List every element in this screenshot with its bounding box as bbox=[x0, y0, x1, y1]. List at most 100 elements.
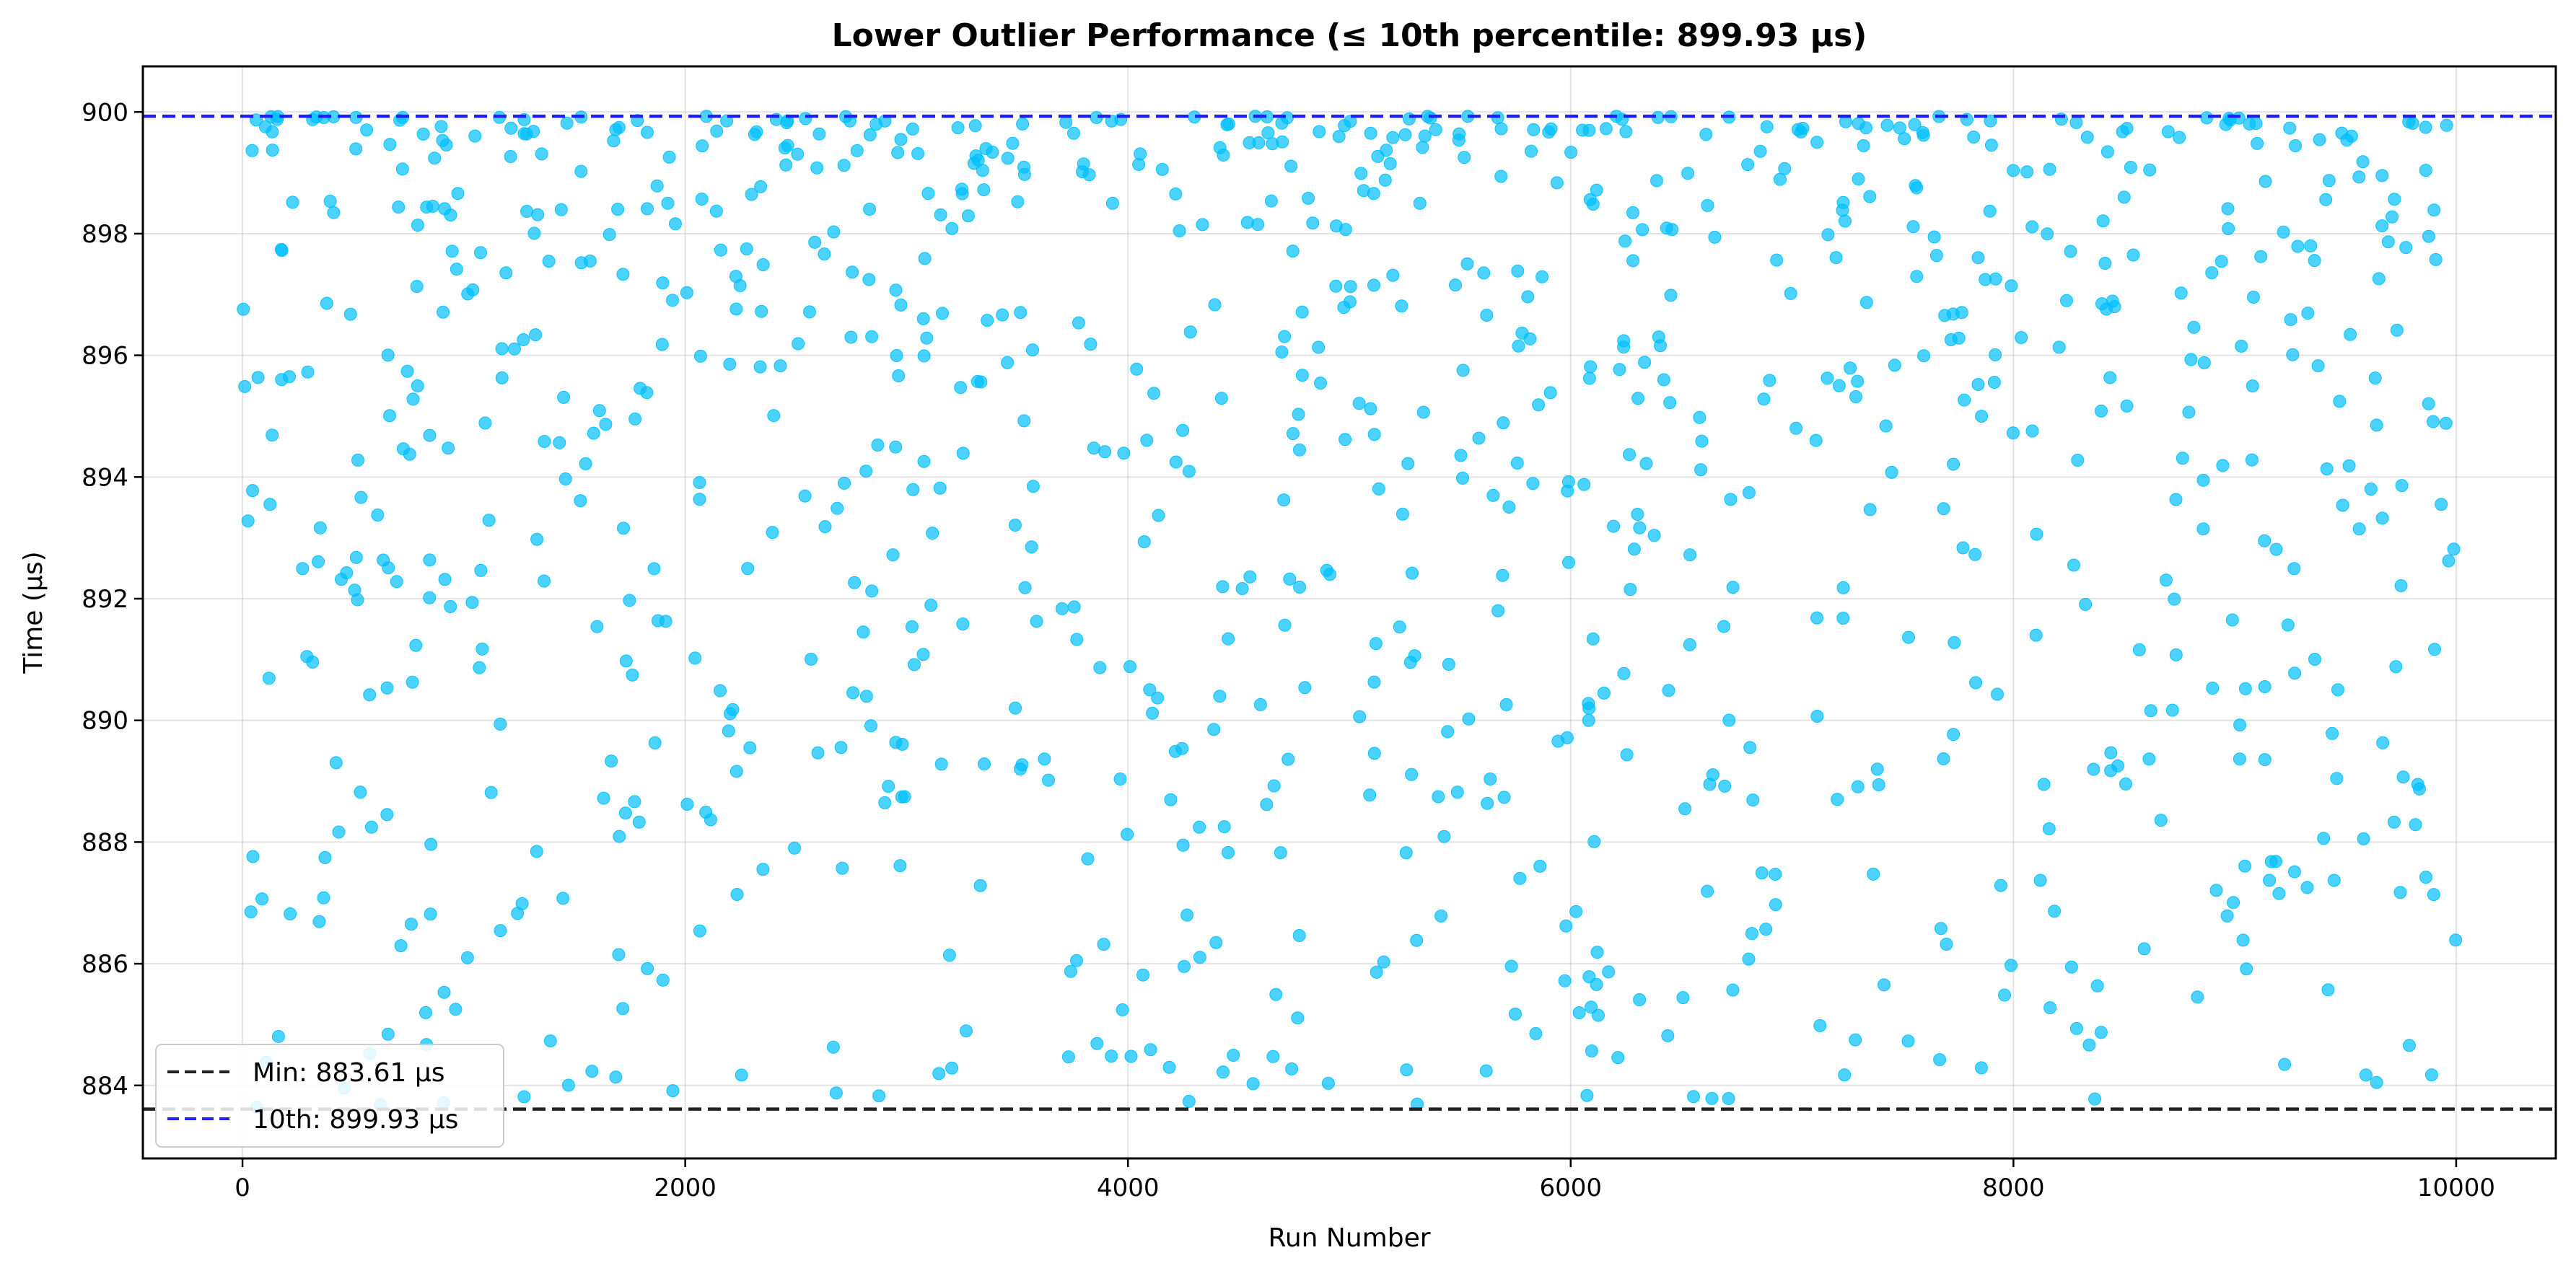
scatter-point bbox=[1378, 173, 1392, 187]
scatter-point bbox=[1479, 1064, 1493, 1078]
scatter-point bbox=[811, 746, 825, 760]
scatter-point bbox=[1726, 983, 1740, 997]
scatter-point bbox=[2336, 498, 2349, 512]
scatter-point bbox=[1870, 762, 1884, 776]
scatter-point bbox=[2225, 613, 2239, 627]
scatter-point bbox=[1717, 620, 1730, 633]
scatter-point bbox=[1213, 141, 1227, 154]
scatter-point bbox=[1902, 630, 1915, 644]
scatter-point bbox=[1293, 581, 1307, 594]
scatter-point bbox=[836, 861, 849, 875]
scatter-point bbox=[499, 266, 513, 280]
scatter-point bbox=[1511, 264, 1525, 278]
scatter-point bbox=[2029, 628, 2043, 642]
scatter-point bbox=[1491, 604, 1505, 617]
scatter-point bbox=[343, 307, 357, 321]
scatter-point bbox=[1497, 791, 1511, 804]
scatter-point bbox=[2233, 752, 2246, 766]
scatter-point bbox=[2419, 120, 2432, 134]
scatter-point bbox=[641, 126, 654, 139]
scatter-point bbox=[296, 562, 310, 576]
scatter-point bbox=[395, 162, 409, 176]
scatter-point bbox=[1753, 144, 1767, 158]
scatter-point bbox=[495, 371, 509, 384]
scatter-point bbox=[451, 187, 465, 201]
scatter-point bbox=[535, 147, 548, 161]
scatter-point bbox=[1909, 179, 1922, 193]
scatter-point bbox=[961, 209, 975, 223]
scatter-point bbox=[2043, 162, 2056, 176]
scatter-point bbox=[1169, 187, 1183, 201]
scatter-point bbox=[1117, 446, 1131, 460]
scatter-point bbox=[756, 258, 770, 271]
scatter-point bbox=[286, 195, 299, 209]
y-tick-label: 886 bbox=[82, 950, 128, 979]
scatter-point bbox=[722, 724, 735, 738]
scatter-point bbox=[317, 891, 330, 905]
scatter-point bbox=[1267, 779, 1281, 793]
scatter-point bbox=[2245, 453, 2259, 467]
scatter-point bbox=[1293, 443, 1306, 457]
scatter-point bbox=[262, 672, 276, 685]
scatter-point bbox=[2098, 257, 2112, 270]
scatter-point bbox=[1481, 796, 1494, 810]
scatter-point bbox=[1416, 141, 1429, 154]
scatter-point bbox=[1934, 922, 1948, 936]
scatter-point bbox=[1398, 128, 1412, 141]
scatter-point bbox=[1499, 698, 1513, 711]
scatter-point bbox=[2396, 770, 2410, 784]
scatter-point bbox=[1836, 612, 1850, 625]
scatter-point bbox=[1278, 330, 1292, 343]
scatter-point bbox=[2429, 252, 2443, 266]
scatter-point bbox=[1879, 419, 1893, 433]
scatter-point bbox=[917, 454, 931, 468]
scatter-point bbox=[400, 364, 414, 378]
scatter-point bbox=[2319, 193, 2333, 206]
scatter-point bbox=[1274, 846, 1287, 860]
scatter-point bbox=[2079, 597, 2093, 611]
scatter-point bbox=[1168, 744, 1182, 758]
scatter-point bbox=[520, 205, 533, 218]
scatter-point bbox=[1769, 868, 1782, 881]
scatter-point bbox=[1937, 752, 1950, 765]
scatter-point bbox=[2247, 291, 2260, 304]
scatter-point bbox=[2372, 272, 2386, 286]
scatter-point bbox=[2144, 704, 2157, 718]
scatter-point bbox=[956, 617, 970, 631]
scatter-point bbox=[449, 1003, 463, 1016]
scatter-point bbox=[1416, 405, 1430, 419]
scatter-point bbox=[442, 441, 455, 455]
scatter-point bbox=[527, 226, 541, 240]
scatter-point bbox=[1810, 136, 1824, 149]
scatter-point bbox=[2100, 302, 2113, 316]
scatter-point bbox=[301, 365, 315, 379]
scatter-point bbox=[650, 179, 664, 193]
scatter-point bbox=[1344, 115, 1357, 128]
scatter-point bbox=[799, 112, 812, 126]
scatter-point bbox=[714, 243, 727, 257]
y-tick-label: 894 bbox=[82, 463, 128, 492]
scatter-point bbox=[862, 273, 876, 286]
scatter-point bbox=[656, 973, 670, 987]
scatter-point bbox=[892, 369, 906, 382]
scatter-point bbox=[484, 786, 498, 799]
scatter-point bbox=[1216, 580, 1230, 594]
scatter-point bbox=[603, 228, 616, 242]
scatter-point bbox=[245, 144, 259, 157]
scatter-point bbox=[696, 139, 709, 153]
scatter-point bbox=[1947, 728, 1961, 742]
scatter-point bbox=[246, 484, 259, 498]
scatter-point bbox=[1975, 1061, 1988, 1075]
scatter-point bbox=[699, 806, 713, 819]
scatter-point bbox=[735, 1068, 748, 1082]
scatter-point bbox=[812, 127, 826, 141]
scatter-point bbox=[1509, 1007, 1522, 1021]
scatter-point bbox=[1577, 478, 1591, 491]
scatter-point bbox=[1018, 581, 1032, 594]
scatter-point bbox=[1132, 158, 1146, 171]
scatter-point bbox=[2370, 418, 2383, 432]
scatter-point bbox=[2235, 339, 2248, 353]
scatter-point bbox=[933, 481, 947, 495]
scatter-point bbox=[607, 134, 621, 148]
scatter-point bbox=[850, 144, 864, 157]
